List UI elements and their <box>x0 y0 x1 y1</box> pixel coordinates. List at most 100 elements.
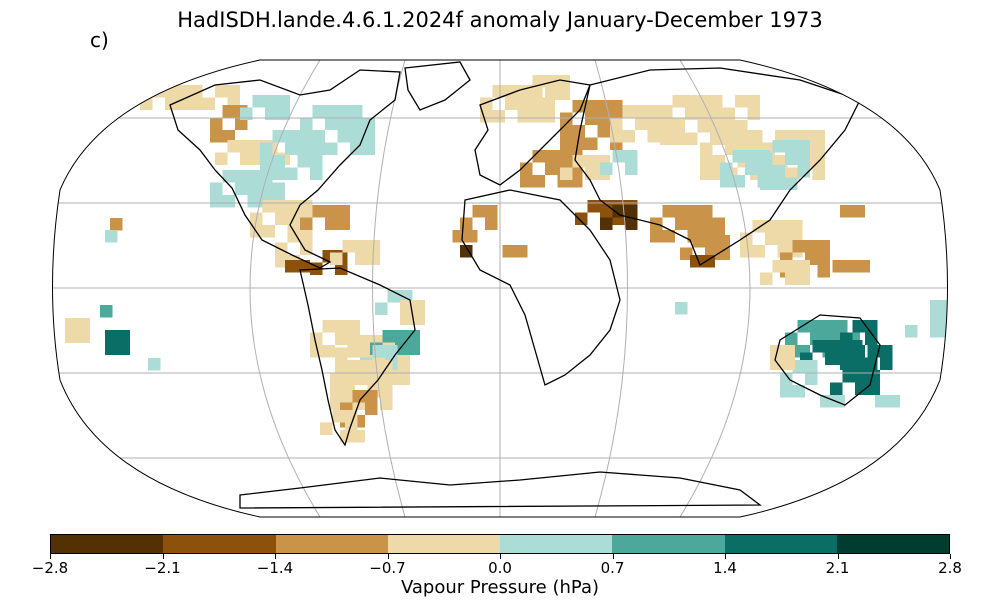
africa-outline <box>461 189 621 386</box>
anomaly-cell <box>325 105 338 118</box>
anomaly-cell <box>545 150 558 163</box>
anomaly-cell <box>355 252 368 265</box>
anomaly-cell <box>310 345 323 358</box>
anomaly-cell <box>625 217 638 230</box>
anomaly-cell <box>492 110 505 123</box>
anomaly-cell <box>105 330 118 343</box>
anomaly-cell <box>375 302 388 315</box>
anomaly-cell <box>320 422 333 435</box>
anomaly-cell <box>460 245 473 258</box>
colorbar-tick-label: 2.1 <box>825 559 850 577</box>
anomaly-cell <box>717 235 730 248</box>
anomaly-cell <box>325 117 338 130</box>
anomaly-cell <box>310 167 323 180</box>
anomaly-cell <box>812 167 825 180</box>
anomaly-cell <box>905 325 918 338</box>
anomaly-cell <box>840 357 853 370</box>
anomaly-cell <box>787 130 800 143</box>
world-map <box>52 59 948 518</box>
anomaly-cell <box>545 87 558 100</box>
anomaly-cell <box>805 372 818 385</box>
anomaly-cell <box>740 245 753 258</box>
anomaly-cell <box>350 130 363 143</box>
anomaly-cell <box>675 217 688 230</box>
colorbar-segment <box>612 535 725 553</box>
anomaly-cell <box>262 200 275 213</box>
anomaly-cell <box>597 100 610 113</box>
anomaly-cell <box>530 85 543 98</box>
anomaly-cell <box>797 260 810 273</box>
colorbar-tick <box>725 554 726 559</box>
anomaly-cell <box>692 235 705 248</box>
anomaly-cell <box>597 112 610 125</box>
anomaly-cell <box>287 200 300 213</box>
anomaly-cell <box>792 240 805 253</box>
anomaly-cell <box>485 217 498 230</box>
anomaly-cell <box>650 230 663 243</box>
anomaly-cell <box>830 382 843 395</box>
anomaly-cell <box>812 130 825 143</box>
anomaly-cell <box>355 372 368 385</box>
anomaly-cell <box>712 217 725 230</box>
anomaly-cell <box>532 175 545 188</box>
anomaly-cell <box>227 140 240 153</box>
anomaly-cell <box>385 345 398 358</box>
anomaly-cell <box>65 330 78 343</box>
anomaly-cell <box>685 95 698 108</box>
anomaly-cell <box>840 332 853 345</box>
anomaly-cell <box>787 167 800 180</box>
anomaly-cell <box>325 142 338 155</box>
anomaly-cell <box>325 217 338 230</box>
anomaly-cell <box>260 142 273 155</box>
anomaly-cell <box>335 347 348 360</box>
anomaly-cell <box>247 182 260 195</box>
anomaly-cell <box>312 142 325 155</box>
anomaly-cell <box>782 345 795 358</box>
colorbar-tick-label: −1.4 <box>256 559 294 577</box>
anomaly-cell <box>867 345 880 358</box>
anomaly-cell <box>345 410 358 423</box>
anomaly-cell <box>930 312 943 325</box>
anomaly-cell <box>647 130 660 143</box>
anomaly-cell <box>800 130 813 143</box>
anomaly-cell <box>700 167 713 180</box>
anomaly-cell <box>480 97 493 110</box>
anomaly-cell <box>647 117 660 130</box>
anomaly-cell <box>717 247 730 260</box>
anomaly-cell <box>260 170 273 183</box>
anomaly-cell <box>842 370 855 383</box>
anomaly-cell <box>785 140 798 153</box>
anomaly-cell <box>770 345 783 358</box>
anomaly-cell <box>812 340 825 353</box>
anomaly-cell <box>585 100 598 113</box>
colorbar-segment <box>500 535 613 553</box>
colorbar-tick <box>950 554 951 559</box>
anomaly-cell <box>485 205 498 218</box>
anomaly-cell <box>272 182 285 195</box>
colorbar-tick-label: −2.8 <box>31 559 69 577</box>
map-title: HadISDH.lande.4.6.1.2024f anomaly Januar… <box>177 8 823 32</box>
colorbar-tick-label: 1.4 <box>713 559 737 577</box>
anomaly-cell <box>585 167 598 180</box>
anomaly-cell <box>745 162 758 175</box>
anomaly-cell <box>380 397 393 410</box>
anomaly-cell <box>610 117 623 130</box>
anomaly-cell <box>797 165 810 178</box>
anomaly-cell <box>337 105 350 118</box>
colorbar-segment <box>275 535 388 553</box>
anomaly-cell <box>700 205 713 218</box>
anomaly-cell <box>840 205 853 218</box>
colorbar-segment <box>387 535 500 553</box>
anomaly-cell <box>520 175 533 188</box>
anomaly-cell <box>460 217 473 230</box>
anomaly-cell <box>930 300 943 313</box>
anomaly-cell <box>275 242 288 255</box>
anomaly-cell <box>235 170 248 183</box>
anomaly-cell <box>662 230 675 243</box>
anomaly-cell <box>597 125 610 138</box>
anomaly-cell <box>260 155 273 168</box>
colorbar-tick <box>275 554 276 559</box>
anomaly-cell <box>855 370 868 383</box>
anomaly-cell <box>240 107 253 120</box>
anomaly-cell <box>347 320 360 333</box>
